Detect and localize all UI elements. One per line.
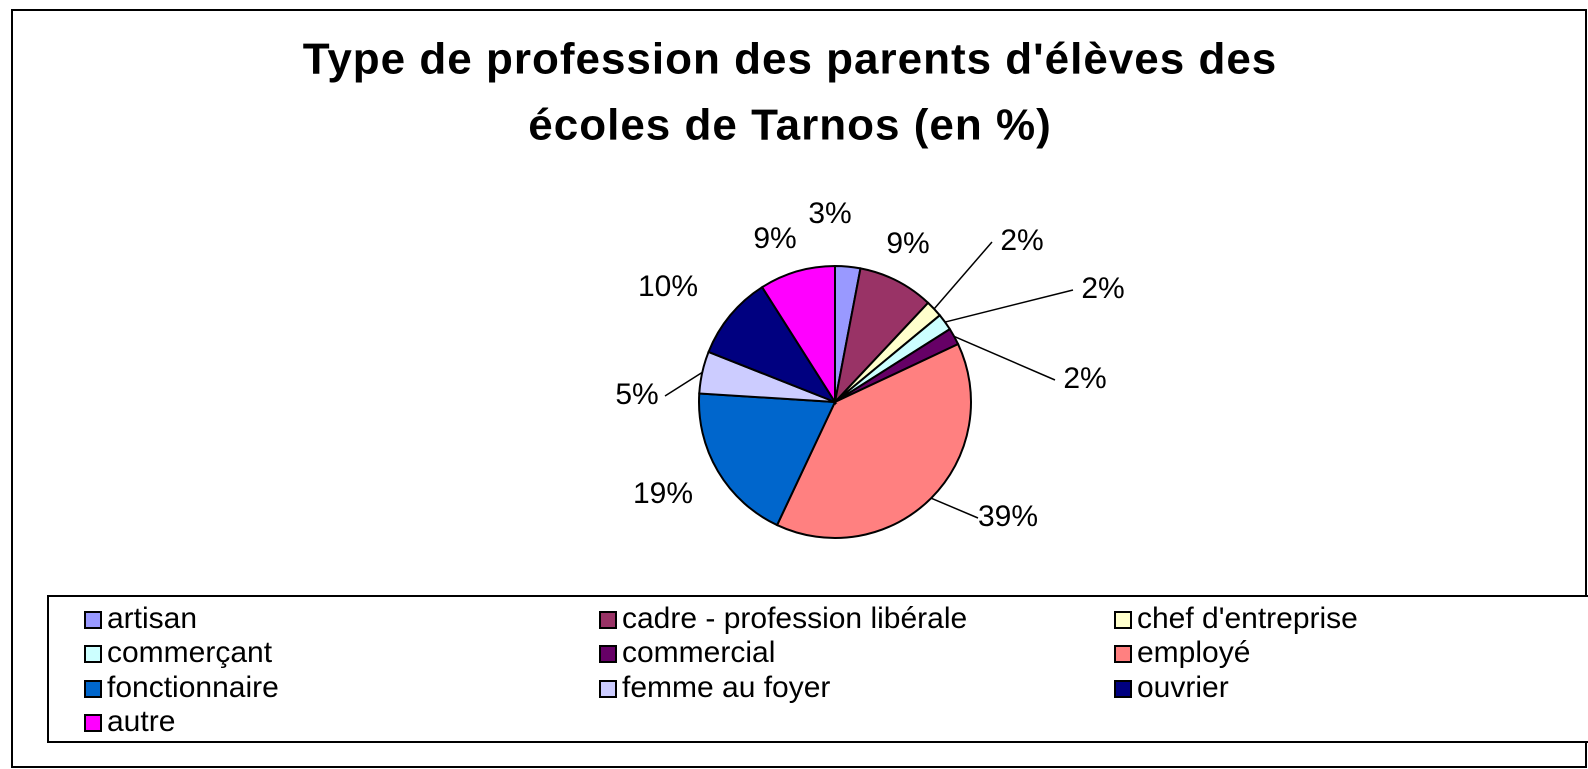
legend-label: chef d'entreprise [1137,602,1358,635]
leader-line [933,241,993,310]
data-label: 2% [1000,224,1043,257]
legend-swatch [599,611,617,629]
legend-label: autre [107,705,175,738]
legend-swatch [599,645,617,663]
legend-swatch [1114,645,1132,663]
legend-label: commercial [622,636,775,669]
chart-title: écoles de Tarnos (en %) [528,101,1051,150]
pie-slice [698,392,837,527]
legend-label: employé [1137,636,1250,669]
legend-label: commerçant [107,636,273,669]
data-label: 10% [638,270,698,303]
legend-swatch [1114,680,1132,698]
legend-label: femme au foyer [622,671,830,704]
pie-slice [760,264,836,406]
data-label: 2% [1063,362,1106,395]
legend-box [47,595,1588,743]
data-label: 5% [615,378,658,411]
legend-label: cadre - profession libérale [622,602,967,635]
leader-line [664,371,703,397]
data-label: 2% [1081,272,1124,305]
data-label: 9% [886,227,929,260]
legend-swatch [84,680,102,698]
pie-slice [775,342,972,539]
leader-line [930,497,979,519]
data-label: 3% [808,197,851,230]
chart-title: Type de profession des parents d'élèves … [303,35,1278,84]
data-label: 19% [633,477,693,510]
legend-label: artisan [107,602,197,635]
legend-swatch [84,714,102,732]
legend-label: fonctionnaire [107,671,279,704]
pie-slice [707,285,838,405]
legend-label: ouvrier [1137,671,1229,704]
legend-swatch [84,611,102,629]
legend-swatch [1114,611,1132,629]
legend-swatch [84,645,102,663]
leader-line [953,335,1056,381]
data-label: 9% [753,222,796,255]
leader-line [944,289,1074,323]
legend-swatch [599,680,617,698]
data-label: 39% [978,500,1038,533]
